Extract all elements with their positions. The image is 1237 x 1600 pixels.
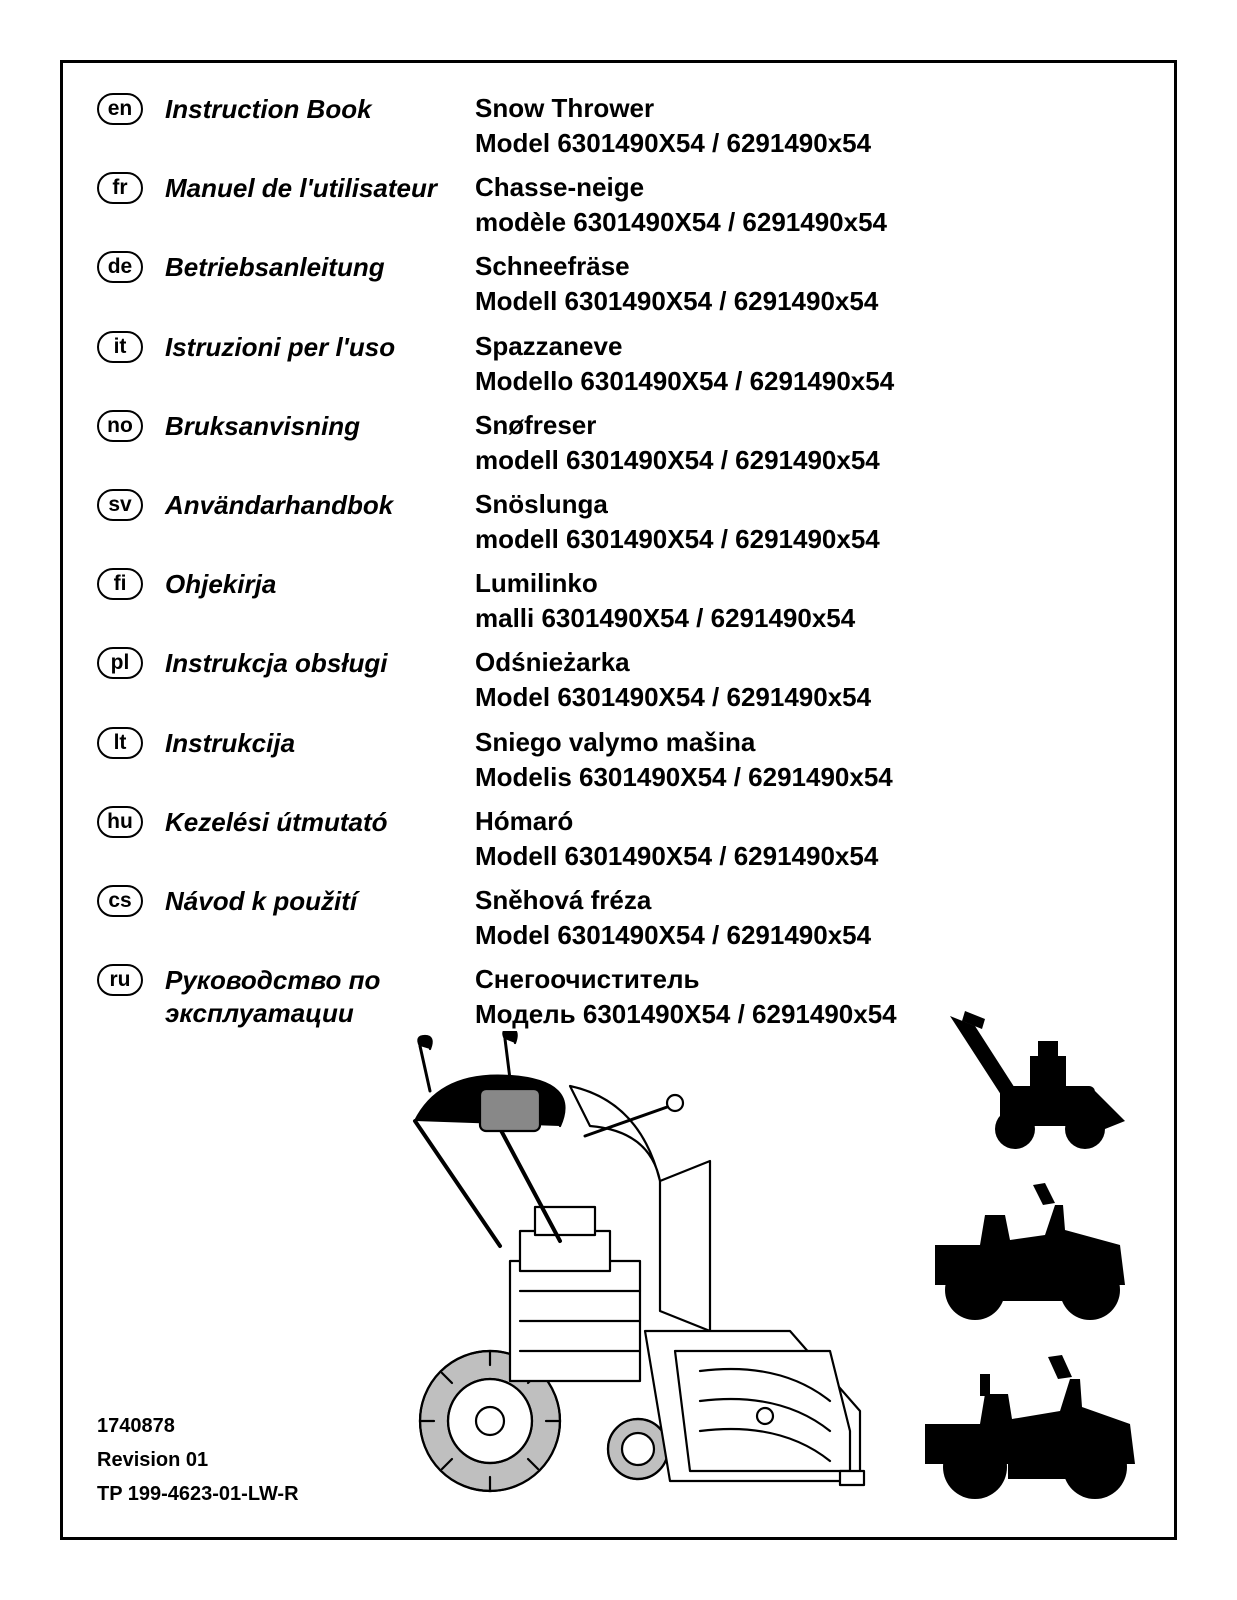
model-line: Modell 6301490X54 / 6291490x54 <box>475 839 878 874</box>
manual-title: Betriebsanleitung <box>165 249 475 284</box>
footer-block: 1740878 Revision 01 TP 199-4623-01-LW-R <box>97 1409 299 1511</box>
model-line: Model 6301490X54 / 6291490x54 <box>475 126 871 161</box>
lang-badge: pl <box>97 647 143 679</box>
revision-line: Revision 01 <box>97 1443 299 1477</box>
lang-badge: en <box>97 93 143 125</box>
product-name: Снегоочиститель <box>475 962 897 997</box>
manual-title: Instruction Book <box>165 91 475 126</box>
product-name: Spazzaneve <box>475 329 894 364</box>
lang-badge: lt <box>97 727 143 759</box>
lang-row-sv: sv Användarhandbok Snöslunga modell 6301… <box>97 487 1140 557</box>
manual-title: Användarhandbok <box>165 487 475 522</box>
lang-row-cs: cs Návod k použití Sněhová fréza Model 6… <box>97 883 1140 953</box>
lang-badge: de <box>97 251 143 283</box>
model-line: Modell 6301490X54 / 6291490x54 <box>475 284 878 319</box>
model-line: Model 6301490X54 / 6291490x54 <box>475 918 871 953</box>
lang-badge: ru <box>97 964 143 996</box>
page-frame: en Instruction Book Snow Thrower Model 6… <box>60 60 1177 1540</box>
lang-row-lt: lt Instrukcija Sniego valymo mašina Mode… <box>97 725 1140 795</box>
model-line: modell 6301490X54 / 6291490x54 <box>475 443 880 478</box>
snow-thrower-illustration <box>360 1031 880 1511</box>
manual-title: Istruzioni per l'uso <box>165 329 475 364</box>
garden-tractor-icon <box>920 1349 1140 1504</box>
silhouette-column <box>920 1001 1140 1504</box>
lang-row-no: no Bruksanvisning Snøfreser modell 63014… <box>97 408 1140 478</box>
product-desc: Snow Thrower Model 6301490X54 / 6291490x… <box>475 91 871 161</box>
product-desc: Snöslunga modell 6301490X54 / 6291490x54 <box>475 487 880 557</box>
lang-row-hu: hu Kezelési útmutató Hómaró Modell 63014… <box>97 804 1140 874</box>
riding-mower-icon <box>925 1175 1135 1325</box>
language-list: en Instruction Book Snow Thrower Model 6… <box>97 91 1140 1032</box>
product-desc: Snøfreser modell 6301490X54 / 6291490x54 <box>475 408 880 478</box>
manual-title: Návod k použití <box>165 883 475 918</box>
lang-row-de: de Betriebsanleitung Schneefräse Modell … <box>97 249 1140 319</box>
product-name: Hómaró <box>475 804 878 839</box>
manual-title: Instrukcija <box>165 725 475 760</box>
lang-row-fi: fi Ohjekirja Lumilinko malli 6301490X54 … <box>97 566 1140 636</box>
doc-code: TP 199-4623-01-LW-R <box>97 1477 299 1511</box>
model-line: Modello 6301490X54 / 6291490x54 <box>475 364 894 399</box>
product-desc: Hómaró Modell 6301490X54 / 6291490x54 <box>475 804 878 874</box>
lang-badge: sv <box>97 489 143 521</box>
product-desc: Sniego valymo mašina Modelis 6301490X54 … <box>475 725 893 795</box>
manual-title: Ohjekirja <box>165 566 475 601</box>
product-name: Schneefräse <box>475 249 878 284</box>
model-line: Modelis 6301490X54 / 6291490x54 <box>475 760 893 795</box>
lang-badge: it <box>97 331 143 363</box>
product-name: Odśnieżarka <box>475 645 871 680</box>
product-name: Chasse-neige <box>475 170 887 205</box>
manual-title: Bruksanvisning <box>165 408 475 443</box>
product-desc: Schneefräse Modell 6301490X54 / 6291490x… <box>475 249 878 319</box>
product-desc: Odśnieżarka Model 6301490X54 / 6291490x5… <box>475 645 871 715</box>
manual-title: Manuel de l'utilisateur <box>165 170 475 205</box>
lang-row-it: it Istruzioni per l'uso Spazzaneve Model… <box>97 329 1140 399</box>
lang-row-fr: fr Manuel de l'utilisateur Chasse-neige … <box>97 170 1140 240</box>
model-line: malli 6301490X54 / 6291490x54 <box>475 601 855 636</box>
part-number: 1740878 <box>97 1409 299 1443</box>
lang-badge: hu <box>97 806 143 838</box>
lang-badge: fi <box>97 568 143 600</box>
lang-badge: no <box>97 410 143 442</box>
product-name: Snøfreser <box>475 408 880 443</box>
lang-badge: cs <box>97 885 143 917</box>
product-name: Sniego valymo mašina <box>475 725 893 760</box>
illustration-area <box>360 1011 1140 1511</box>
lang-row-pl: pl Instrukcja obsługi Odśnieżarka Model … <box>97 645 1140 715</box>
manual-title: Kezelési útmutató <box>165 804 475 839</box>
lang-badge: fr <box>97 172 143 204</box>
product-name: Snow Thrower <box>475 91 871 126</box>
product-desc: Sněhová fréza Model 6301490X54 / 6291490… <box>475 883 871 953</box>
product-desc: Chasse-neige modèle 6301490X54 / 6291490… <box>475 170 887 240</box>
manual-title: Instrukcja obsługi <box>165 645 475 680</box>
lang-row-en: en Instruction Book Snow Thrower Model 6… <box>97 91 1140 161</box>
product-name: Sněhová fréza <box>475 883 871 918</box>
product-name: Snöslunga <box>475 487 880 522</box>
product-name: Lumilinko <box>475 566 855 601</box>
model-line: modell 6301490X54 / 6291490x54 <box>475 522 880 557</box>
push-mower-icon <box>930 1001 1130 1151</box>
model-line: modèle 6301490X54 / 6291490x54 <box>475 205 887 240</box>
product-desc: Lumilinko malli 6301490X54 / 6291490x54 <box>475 566 855 636</box>
product-desc: Spazzaneve Modello 6301490X54 / 6291490x… <box>475 329 894 399</box>
model-line: Model 6301490X54 / 6291490x54 <box>475 680 871 715</box>
